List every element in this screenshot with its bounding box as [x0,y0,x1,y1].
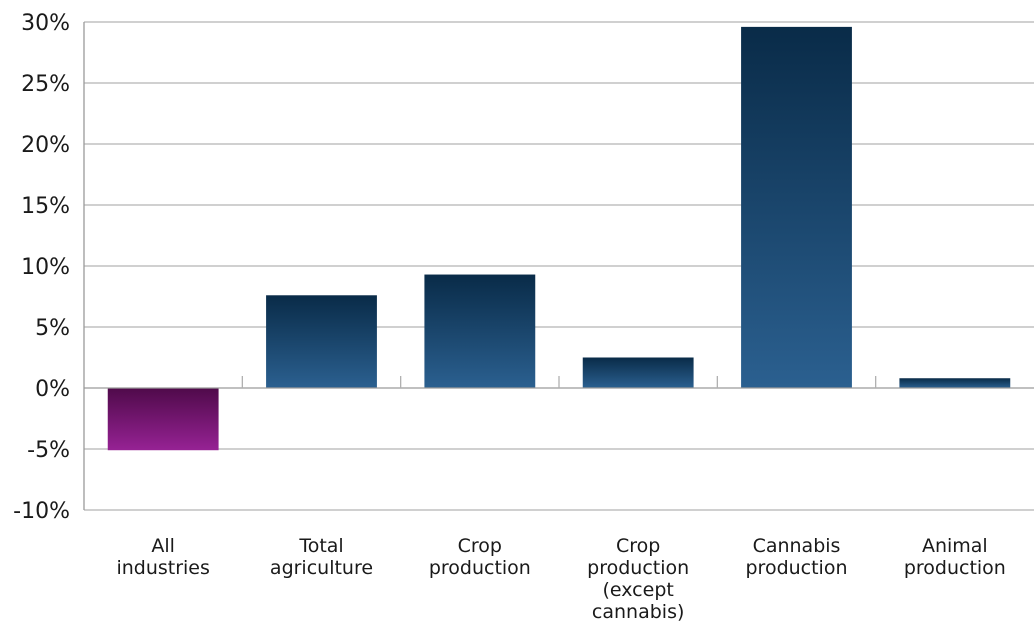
y-tick-label: 5% [35,316,70,341]
x-category-label-line: production [429,557,531,579]
bar [741,26,852,388]
y-tick-label: 10% [21,255,70,280]
x-category-label-line: production [745,557,847,579]
x-category-label: Animal production [904,535,1006,579]
y-tick-label: 15% [21,194,70,219]
y-tick-label: 0% [35,377,70,402]
x-category-label-line: Crop [458,535,502,557]
x-category-label-line: production [587,557,689,579]
y-tick-label: 30% [21,11,70,36]
x-category-label-line: agriculture [270,557,373,579]
y-tick-label: 20% [21,133,70,158]
x-category-label-line: industries [116,557,209,579]
y-tick-label: 25% [21,72,70,97]
bar [424,274,536,388]
x-category-label-line: production [904,557,1006,579]
bar [266,295,377,388]
x-category-label: All industries [116,535,209,579]
x-category-label-line: Crop [616,535,660,557]
bar [582,357,694,388]
x-category-label-line: Total [298,535,343,557]
bar [107,388,219,451]
x-category-label-line: Cannabis [753,535,841,557]
y-tick-label: -5% [27,438,70,463]
x-category-label: Crop production [429,535,531,579]
x-category-label: Total agriculture [270,535,373,579]
x-category-label-line: cannabis) [592,601,684,623]
x-category-label-line: (except [603,579,674,601]
axes [83,22,1034,510]
x-category-label-line: Animal [922,535,988,557]
x-category-label-line: All [151,535,175,557]
bar [899,378,1011,388]
bars [107,26,1011,451]
gridlines [84,21,1034,511]
y-axis-tick-labels: 30% 25% 20% 15% 10% 5% 0% -5% -10% [13,11,70,524]
x-category-label: Cannabis production [745,535,847,579]
y-tick-label: -10% [13,499,70,524]
x-category-label: Crop production (except cannabis) [587,535,689,623]
